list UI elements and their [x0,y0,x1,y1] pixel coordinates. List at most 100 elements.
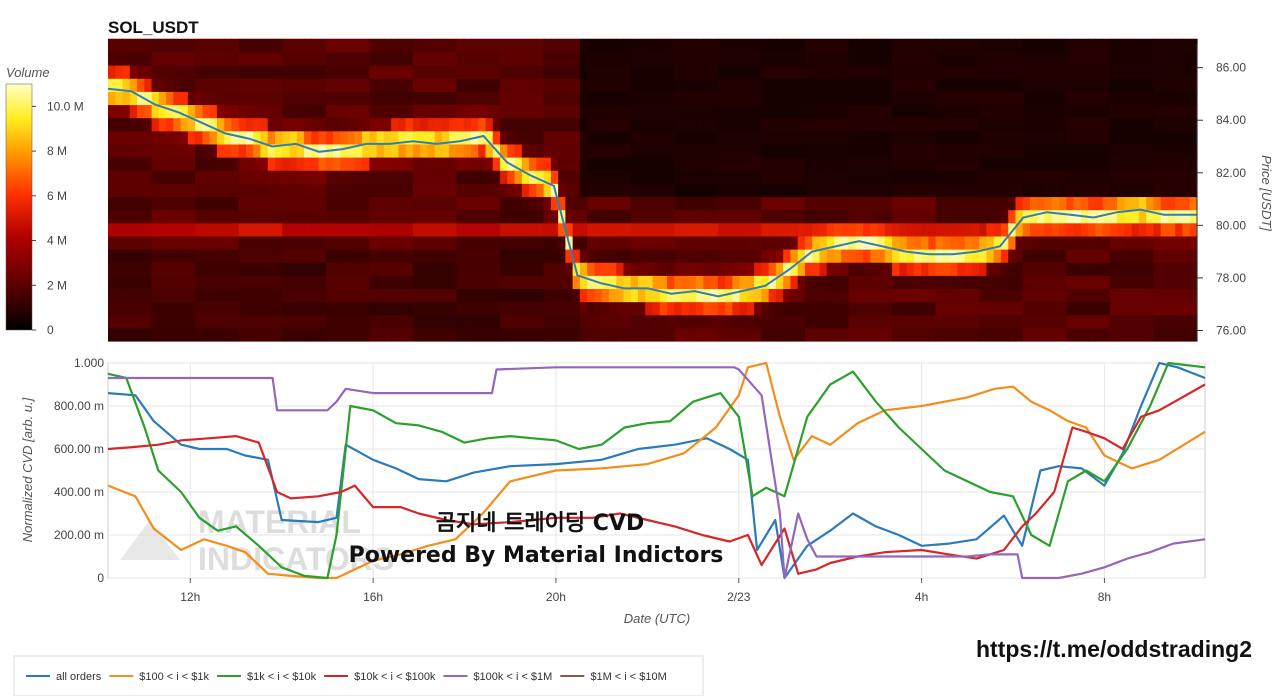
heatmap-cell [420,288,429,303]
heatmap-cell [841,196,850,211]
heatmap-cell [863,262,871,276]
heatmap-cell [921,249,929,263]
heatmap-cell [1095,235,1104,250]
heatmap-cell [550,196,559,211]
heatmap-cell [1000,301,1009,316]
heatmap-cell [1037,183,1046,198]
heatmap-cell [1153,222,1162,237]
heatmap-cell [587,327,596,342]
heatmap-cell [1059,314,1067,329]
heatmap-cell [1167,78,1176,92]
heatmap-cell [913,262,922,276]
heatmap-cell [812,78,821,92]
heatmap-cell [216,222,225,237]
heatmap-cell [376,275,385,290]
heatmap-cell [500,327,508,342]
heatmap-cell [572,157,581,171]
heatmap-cell [267,288,276,303]
heatmap-cell [434,249,443,263]
heatmap-cell [681,170,690,184]
heatmap-cell [1189,301,1198,316]
heatmap-cell [405,183,414,198]
heatmap-cell [1160,38,1169,53]
heatmap-cell [383,275,392,290]
heatmap-cell [703,65,712,79]
heatmap-cell [1146,143,1155,158]
heatmap-cell [725,170,733,184]
heatmap-cell [238,157,247,171]
heatmap-cell [877,196,886,211]
heatmap-cell [463,314,472,329]
heatmap-cell [507,78,516,92]
heatmap-cell [340,51,349,66]
heatmap-cell [558,314,566,329]
heatmap-cell [892,209,900,224]
heatmap-cell [587,209,596,224]
heatmap-cell [746,314,755,329]
heatmap-cell [441,222,450,237]
heatmap-cell [536,327,545,342]
heatmap-cell [296,51,305,66]
heatmap-cell [362,170,370,184]
heatmap-cell [441,235,450,250]
heatmap-cell [325,91,334,106]
heatmap-cell [369,157,378,171]
heatmap-cell [884,196,893,211]
heatmap-cell [224,104,233,119]
heatmap-cell [1037,249,1046,263]
heatmap-cell [333,78,341,92]
heatmap-cell [550,288,559,303]
heatmap-cell [913,143,922,158]
heatmap-cell [187,196,196,211]
heatmap-cell [950,249,959,263]
heatmap-cell [478,235,487,250]
heatmap-cell [318,38,327,53]
heatmap-cell [1160,130,1169,145]
heatmap-cell [957,130,966,145]
heatmap-cell [1059,38,1067,53]
heatmap-cell [318,104,327,119]
heatmap-cell [964,104,973,119]
heatmap-cell [558,65,566,79]
heatmap-cell [289,38,298,53]
heatmap-cell [1124,65,1133,79]
heatmap-cell [1160,104,1169,119]
heatmap-cell [347,170,356,184]
heatmap-cell [1182,51,1191,66]
heatmap-cell [913,196,922,211]
heatmap-cell [935,117,944,132]
heatmap-cell [870,262,879,276]
heatmap-cell [354,196,363,211]
heatmap-cell [434,157,443,171]
heatmap-cell [1095,91,1104,106]
heatmap-cell [950,38,959,53]
heatmap-cell [173,314,182,329]
heatmap-cell [405,249,414,263]
heatmap-cell [1073,222,1082,237]
heatmap-cell [783,104,792,119]
heatmap-cell [122,314,131,329]
heatmap-cell [783,170,792,184]
heatmap-cell [1000,275,1009,290]
heatmap-cell [456,183,465,198]
heatmap-cell [812,262,821,276]
heatmap-cell [739,249,748,263]
heatmap-cell [550,143,559,158]
heatmap-cell [1131,249,1140,263]
heatmap-cell [144,130,153,145]
heatmap-cell [492,91,501,106]
heatmap-cell [267,196,276,211]
heatmap-cell [1175,249,1184,263]
heatmap-cell [115,170,124,184]
heatmap-cell [158,91,167,106]
heatmap-cell [536,301,545,316]
heatmap-cell [768,91,777,106]
heatmap-cell [158,38,167,53]
heatmap-cell [717,104,726,119]
telegram-link[interactable]: https://t.me/oddstrading2 [976,636,1252,662]
heatmap-cell [1066,314,1075,329]
heatmap-cell [899,301,908,316]
heatmap-cell [398,222,407,237]
heatmap-cell [550,130,559,145]
heatmap-cell [391,209,399,224]
